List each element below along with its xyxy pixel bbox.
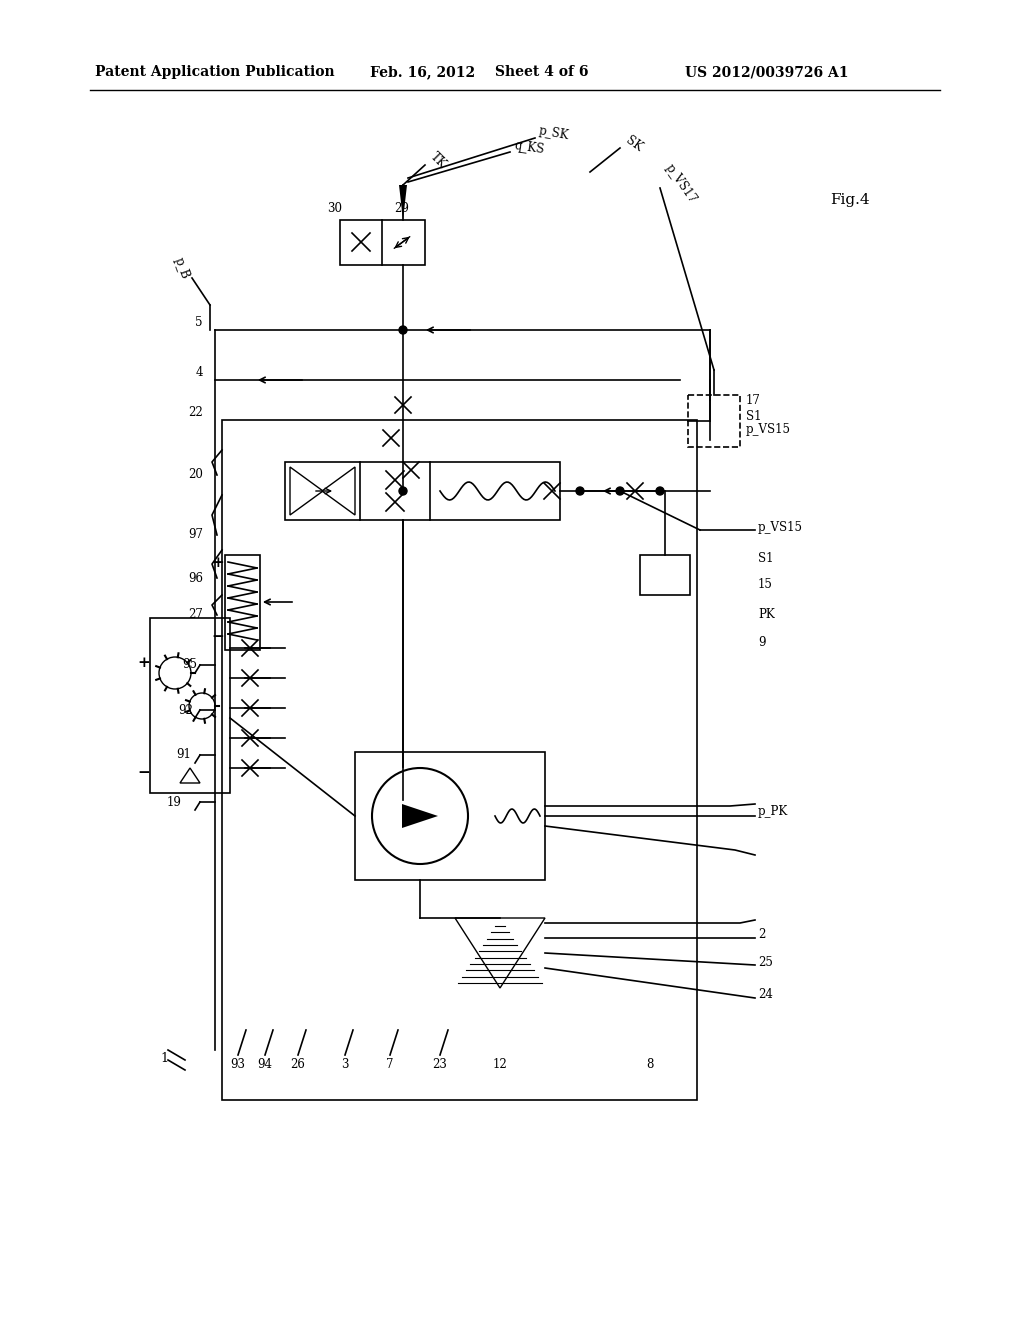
Text: S1: S1 [746,411,762,424]
Text: 9: 9 [758,635,766,648]
Text: q_KS: q_KS [513,140,545,157]
Text: TK: TK [428,149,450,170]
Bar [222,420,697,1100]
Text: 93: 93 [230,1059,246,1072]
Text: +: + [137,656,150,671]
Bar [225,554,260,649]
Text: 95: 95 [182,659,197,672]
Text: 30: 30 [328,202,342,214]
Text: −: − [211,630,224,644]
Text: Feb. 16, 2012: Feb. 16, 2012 [370,65,475,79]
Polygon shape [290,467,323,515]
Polygon shape [402,804,438,828]
Text: p_VS17: p_VS17 [663,162,699,206]
Text: 97: 97 [188,528,203,541]
Polygon shape [455,917,545,987]
Polygon shape [399,185,407,220]
Text: Sheet 4 of 6: Sheet 4 of 6 [495,65,589,79]
Text: 91: 91 [176,748,191,762]
Text: 20: 20 [188,469,203,482]
Text: SK: SK [623,133,644,154]
Text: 24: 24 [758,989,773,1002]
Circle shape [159,657,191,689]
Text: 25: 25 [758,956,773,969]
Text: 96: 96 [188,572,203,585]
Text: p_SK: p_SK [538,124,570,143]
Text: 27: 27 [188,609,203,622]
Text: 1: 1 [160,1052,168,1064]
Text: 22: 22 [188,405,203,418]
Circle shape [399,326,407,334]
Text: p_VS15: p_VS15 [746,424,791,437]
Text: 94: 94 [257,1059,272,1072]
Circle shape [372,768,468,865]
Circle shape [656,487,664,495]
Text: 12: 12 [493,1059,507,1072]
Bar [285,462,560,520]
Text: 2: 2 [758,928,765,941]
Text: 23: 23 [432,1059,447,1072]
Text: p_VS15: p_VS15 [758,520,803,533]
Text: Patent Application Publication: Patent Application Publication [95,65,335,79]
Circle shape [616,487,624,495]
Text: S1: S1 [758,552,773,565]
Text: p_B: p_B [172,255,191,281]
Text: Fig.4: Fig.4 [830,193,869,207]
Text: 8: 8 [646,1059,653,1072]
Bar [150,618,230,793]
Polygon shape [180,768,200,783]
Bar [640,554,690,595]
Text: 17: 17 [746,393,761,407]
Text: −: − [137,766,150,780]
Text: US 2012/0039726 A1: US 2012/0039726 A1 [685,65,849,79]
Text: 7: 7 [386,1059,394,1072]
Text: 3: 3 [341,1059,349,1072]
Text: 15: 15 [758,578,773,591]
Text: p_PK: p_PK [758,804,788,817]
Text: 29: 29 [394,202,410,214]
Bar [355,752,545,880]
Text: 92: 92 [178,704,193,717]
Text: +: + [211,556,224,570]
Text: 19: 19 [166,796,181,808]
Circle shape [399,487,407,495]
Text: 5: 5 [196,315,203,329]
Text: PK: PK [758,609,775,622]
Circle shape [575,487,584,495]
Polygon shape [322,467,355,515]
Circle shape [189,693,215,719]
Bar [340,220,425,265]
Bar [688,395,740,447]
Text: 26: 26 [291,1059,305,1072]
Text: 4: 4 [196,366,203,379]
